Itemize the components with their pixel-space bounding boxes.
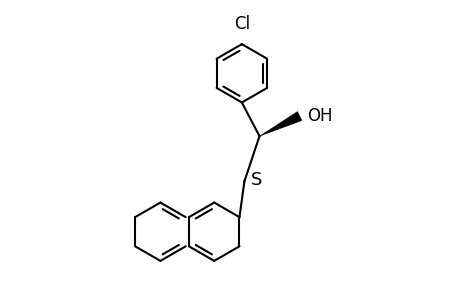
Text: Cl: Cl <box>233 15 249 33</box>
Text: OH: OH <box>307 107 332 125</box>
Text: S: S <box>250 171 261 189</box>
Polygon shape <box>259 112 301 136</box>
